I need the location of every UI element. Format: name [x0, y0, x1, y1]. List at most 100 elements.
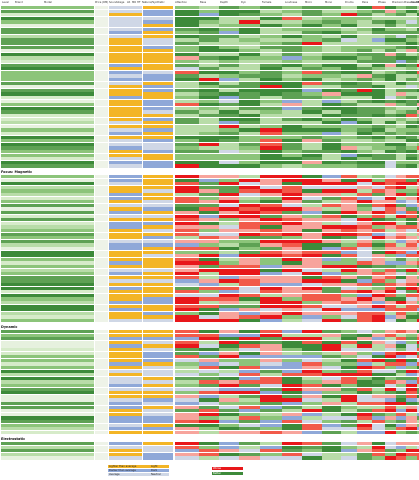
rating-cell	[372, 391, 385, 395]
rating-cell	[199, 405, 219, 409]
rating-cell	[406, 369, 417, 373]
rating-cell	[417, 268, 419, 272]
rating-cell	[406, 157, 417, 161]
table-row	[0, 200, 419, 204]
table-row	[0, 56, 419, 60]
rating-cell	[372, 405, 385, 409]
price-cell	[95, 52, 108, 56]
rating-cell	[260, 283, 282, 287]
section-title-magnetic: Focus: Magnetic	[1, 170, 33, 174]
column-header: Model	[44, 1, 52, 4]
rating-cell	[417, 218, 419, 222]
rating-cell	[406, 13, 417, 17]
rating-cell	[357, 405, 372, 409]
rating-cell	[175, 279, 199, 283]
rating-cell	[260, 420, 282, 424]
rating-cell	[341, 117, 357, 121]
price-cell	[95, 265, 108, 269]
rating-cell	[406, 409, 417, 413]
rating-cell	[341, 139, 357, 143]
character-cell	[143, 427, 173, 431]
price-cell	[95, 9, 108, 13]
rating-cell	[199, 132, 219, 136]
rating-cell	[260, 369, 282, 373]
column-header: Attention	[175, 1, 187, 4]
rating-cell	[372, 369, 385, 373]
rating-cell	[322, 445, 341, 449]
rating-cell	[396, 16, 406, 20]
rating-cell	[396, 200, 406, 204]
rating-cell	[199, 38, 219, 42]
rating-cell	[396, 214, 406, 218]
table-row	[0, 394, 419, 398]
price-cell	[95, 337, 108, 341]
model-cell	[1, 99, 94, 103]
rating-cell	[302, 330, 322, 334]
rating-cell	[219, 319, 239, 323]
table-row	[0, 132, 419, 136]
rating-cell	[396, 42, 406, 46]
rating-cell	[417, 146, 419, 150]
rating-cell	[260, 232, 282, 236]
rating-cell	[417, 153, 419, 157]
rating-cell	[282, 236, 302, 240]
rating-cell	[372, 456, 385, 460]
rating-cell	[260, 247, 282, 251]
rating-cell	[372, 275, 385, 279]
rating-cell	[396, 304, 406, 308]
rating-cell	[239, 369, 260, 373]
price-cell	[95, 362, 108, 366]
model-cell	[1, 348, 94, 352]
rating-cell	[260, 257, 282, 261]
rating-cell	[322, 344, 341, 348]
rating-cell	[282, 456, 302, 460]
table-row	[0, 70, 419, 74]
rating-cell	[385, 416, 396, 420]
rating-cell	[372, 261, 385, 265]
rating-cell	[219, 121, 239, 125]
rating-cell	[260, 200, 282, 204]
character-cell	[143, 211, 173, 215]
rating-cell	[282, 315, 302, 319]
rating-cell	[302, 70, 322, 74]
rating-cell	[372, 218, 385, 222]
rating-cell	[260, 293, 282, 297]
rating-cell	[396, 225, 406, 229]
rating-cell	[322, 214, 341, 218]
rating-cell	[260, 67, 282, 71]
rating-cell	[239, 132, 260, 136]
rating-cell	[322, 34, 341, 38]
rating-cell	[341, 182, 357, 186]
rating-cell	[396, 60, 406, 64]
rating-cell	[219, 265, 239, 269]
rating-cell	[357, 45, 372, 49]
rating-cell	[175, 74, 199, 78]
rating-cell	[322, 60, 341, 64]
character-cell	[143, 9, 173, 13]
rating-cell	[357, 214, 372, 218]
soundstage-cell	[109, 225, 142, 229]
rating-cell	[341, 373, 357, 377]
rating-cell	[282, 31, 302, 35]
rating-cell	[260, 203, 282, 207]
rating-cell	[260, 92, 282, 96]
rating-cell	[239, 74, 260, 78]
rating-cell	[417, 402, 419, 406]
rating-cell	[372, 442, 385, 446]
rating-cell	[417, 99, 419, 103]
price-cell	[95, 348, 108, 352]
rating-cell	[302, 449, 322, 453]
rating-cell	[282, 430, 302, 434]
rating-cell	[260, 60, 282, 64]
rating-cell	[219, 207, 239, 211]
rating-cell	[322, 243, 341, 247]
rating-cell	[302, 369, 322, 373]
rating-cell	[260, 96, 282, 100]
rating-cell	[322, 236, 341, 240]
rating-cell	[175, 16, 199, 20]
rating-cell	[199, 391, 219, 395]
rating-cell	[260, 409, 282, 413]
rating-cell	[406, 232, 417, 236]
rating-cell	[357, 16, 372, 20]
rating-cell	[175, 416, 199, 420]
